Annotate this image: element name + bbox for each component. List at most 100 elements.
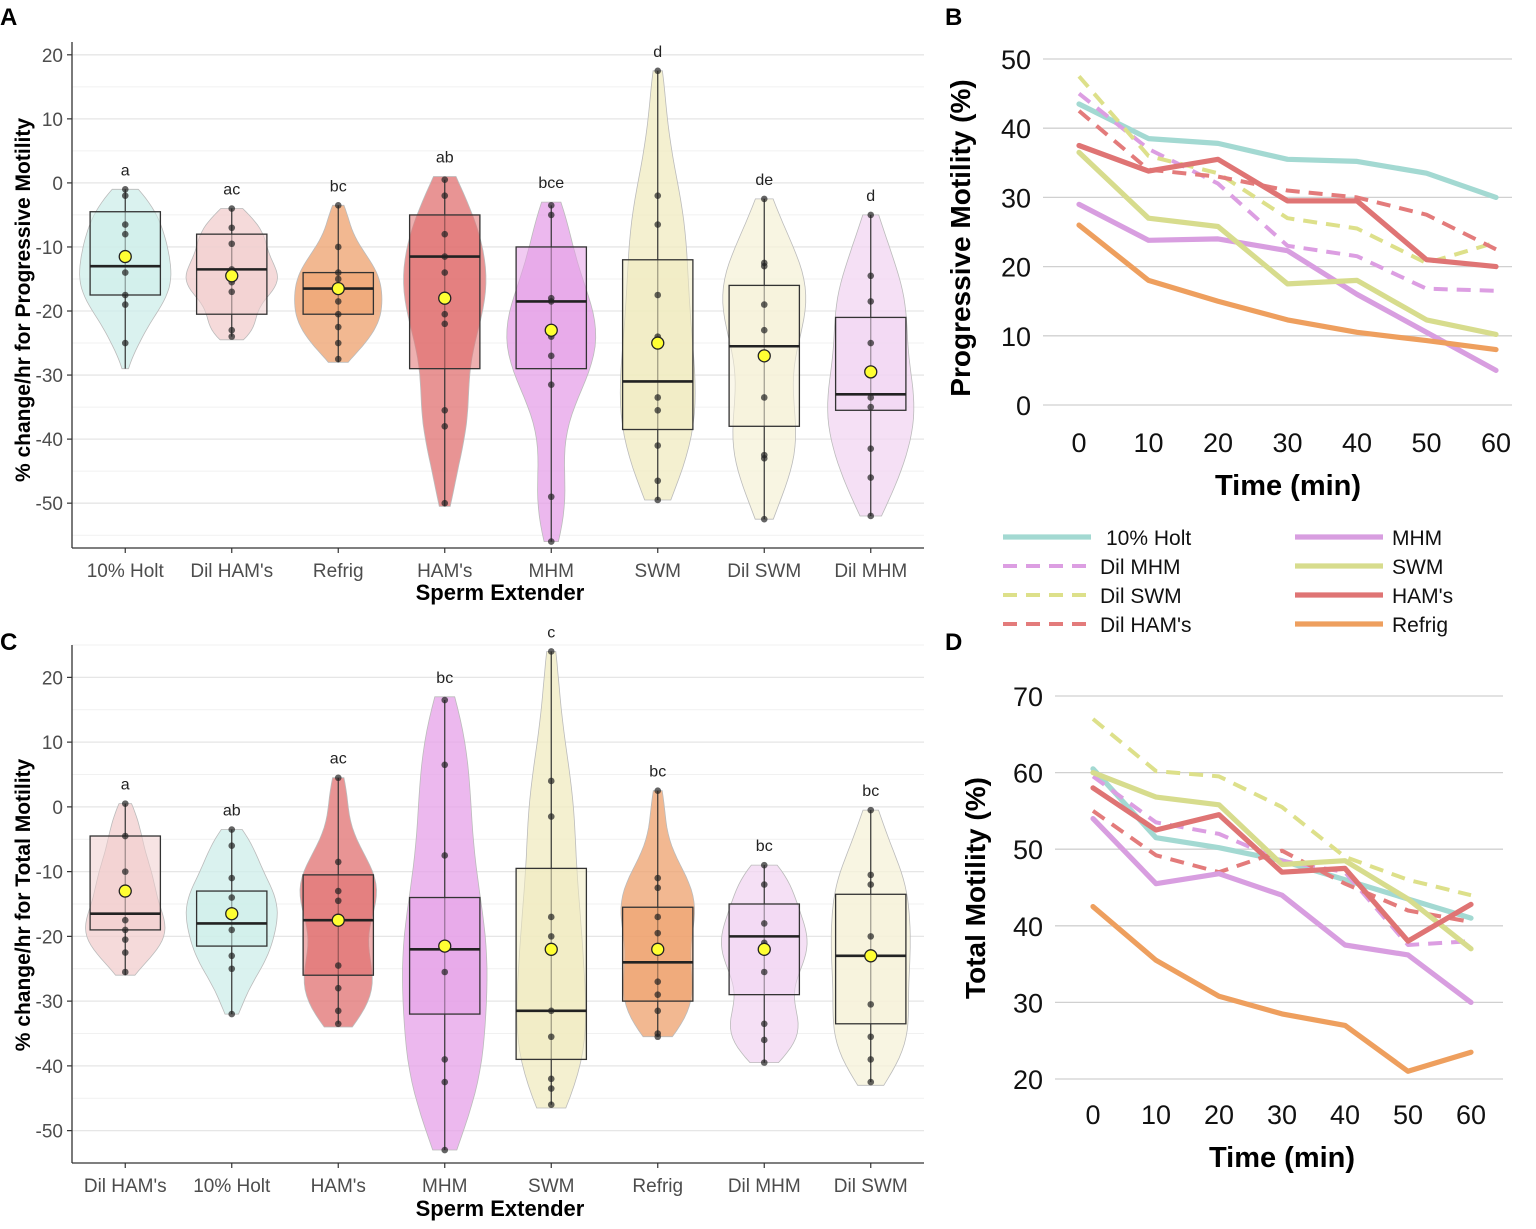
x-tick-label: Refrig <box>313 561 364 582</box>
data-point <box>760 262 768 270</box>
data-point <box>867 403 875 411</box>
x-tick-label: MHM <box>422 1176 467 1197</box>
y-tick-label: 10 <box>42 110 63 131</box>
data-point <box>867 1001 875 1008</box>
series-line <box>1091 774 1472 947</box>
x-tick-label: 10% Holt <box>193 1176 271 1197</box>
mean-point <box>651 336 665 350</box>
x-tick-label: Dil MHM <box>728 1176 801 1197</box>
data-point <box>121 916 129 924</box>
data-point <box>760 861 768 869</box>
data-point <box>654 67 662 75</box>
y-tick-label: 50 <box>1013 835 1043 865</box>
data-point <box>547 1007 555 1015</box>
panel-b-ylabel: Progressive Motility (%) <box>945 79 976 396</box>
data-point <box>547 211 555 219</box>
legend-label: Dil MHM <box>1100 556 1180 579</box>
data-point <box>121 186 129 193</box>
panel-c-letter: C <box>0 629 17 656</box>
x-tick-label: Refrig <box>632 1176 683 1197</box>
significance-letter: bc <box>330 178 347 195</box>
data-point <box>547 538 555 545</box>
data-point <box>760 968 768 976</box>
series-line <box>1076 149 1499 337</box>
data-point <box>547 298 555 305</box>
significance-letter: ac <box>223 182 240 199</box>
y-tick-label: 20 <box>1013 1065 1043 1095</box>
x-tick-label: SWM <box>528 1176 574 1197</box>
data-point <box>334 962 342 969</box>
panel-d-letter: D <box>945 629 962 656</box>
data-point <box>867 1056 875 1063</box>
data-point <box>334 984 342 992</box>
y-tick-label: -50 <box>36 494 63 515</box>
y-tick-label: 0 <box>52 174 63 195</box>
data-point <box>867 871 875 879</box>
mean-point <box>118 249 132 264</box>
data-point <box>867 933 875 940</box>
data-point <box>441 253 449 260</box>
data-point <box>654 1033 662 1041</box>
legend-label: Refrig <box>1392 614 1448 637</box>
y-tick-label: 50 <box>1001 45 1031 75</box>
x-tick-label: Dil SWM <box>727 561 801 582</box>
x-tick-label: 0 <box>1071 428 1086 458</box>
panel-a-ylabel: % change/hr for Progressive Motility <box>12 118 35 482</box>
mean-point <box>864 365 878 379</box>
x-tick-label: HAM's <box>311 1176 366 1197</box>
x-tick-label: SWM <box>635 561 681 582</box>
data-point <box>760 1036 768 1044</box>
data-point <box>654 496 662 504</box>
y-tick-label: 10 <box>42 733 63 754</box>
mean-point <box>225 269 239 283</box>
x-tick-label: 0 <box>1085 1100 1100 1130</box>
data-point <box>441 696 449 704</box>
mean-point <box>225 907 239 921</box>
x-tick-label: 60 <box>1456 1100 1486 1130</box>
legend-label: 10% Holt <box>1106 527 1191 550</box>
y-tick-label: 30 <box>1001 183 1031 213</box>
significance-letter: ab <box>223 803 241 820</box>
series-line <box>1091 809 1472 924</box>
mean-point <box>438 291 452 305</box>
data-point <box>654 394 662 401</box>
x-tick-label: 10 <box>1133 428 1163 458</box>
data-point <box>867 1078 875 1086</box>
panel-a-box-violin-progressive: A 20 10 0 -10 -20 -30 -40 -50 10% Holt Dil HAM's R… <box>0 4 924 605</box>
panel-d-ylabel: Total Motility (%) <box>960 777 991 999</box>
data-point <box>228 874 236 882</box>
data-point <box>867 445 875 453</box>
data-point <box>654 442 662 449</box>
data-point <box>867 806 875 814</box>
data-point <box>441 1078 449 1086</box>
data-point <box>334 355 342 363</box>
data-point <box>760 301 768 308</box>
data-point <box>547 493 555 501</box>
data-point <box>867 394 875 401</box>
x-tick-label: Dil HAM's <box>190 561 273 582</box>
data-point <box>547 648 555 655</box>
data-point <box>654 913 662 921</box>
significance-letter: de <box>755 172 773 189</box>
y-tick-label: 70 <box>1013 682 1043 712</box>
data-point <box>121 868 129 875</box>
data-point <box>334 1020 342 1028</box>
y-tick-label: 10 <box>1001 322 1031 352</box>
data-point <box>334 887 342 895</box>
data-point <box>547 1101 555 1109</box>
data-point <box>654 874 662 882</box>
series-line <box>1090 770 1474 952</box>
y-tick-label: -10 <box>36 238 63 259</box>
data-point <box>121 269 129 276</box>
data-point <box>654 929 662 937</box>
data-point <box>121 800 129 807</box>
data-point <box>334 243 342 251</box>
panel-d-line-total: D 20 30 40 50 60 70 0 10 20 30 40 50 60 Total Motili… <box>945 629 1503 1174</box>
data-point <box>121 926 129 934</box>
significance-letter: a <box>121 777 130 794</box>
series-line <box>1077 74 1497 266</box>
data-point <box>121 291 129 299</box>
data-point <box>867 1033 875 1041</box>
mean-point <box>544 942 558 956</box>
y-tick-label: 20 <box>1001 253 1031 283</box>
